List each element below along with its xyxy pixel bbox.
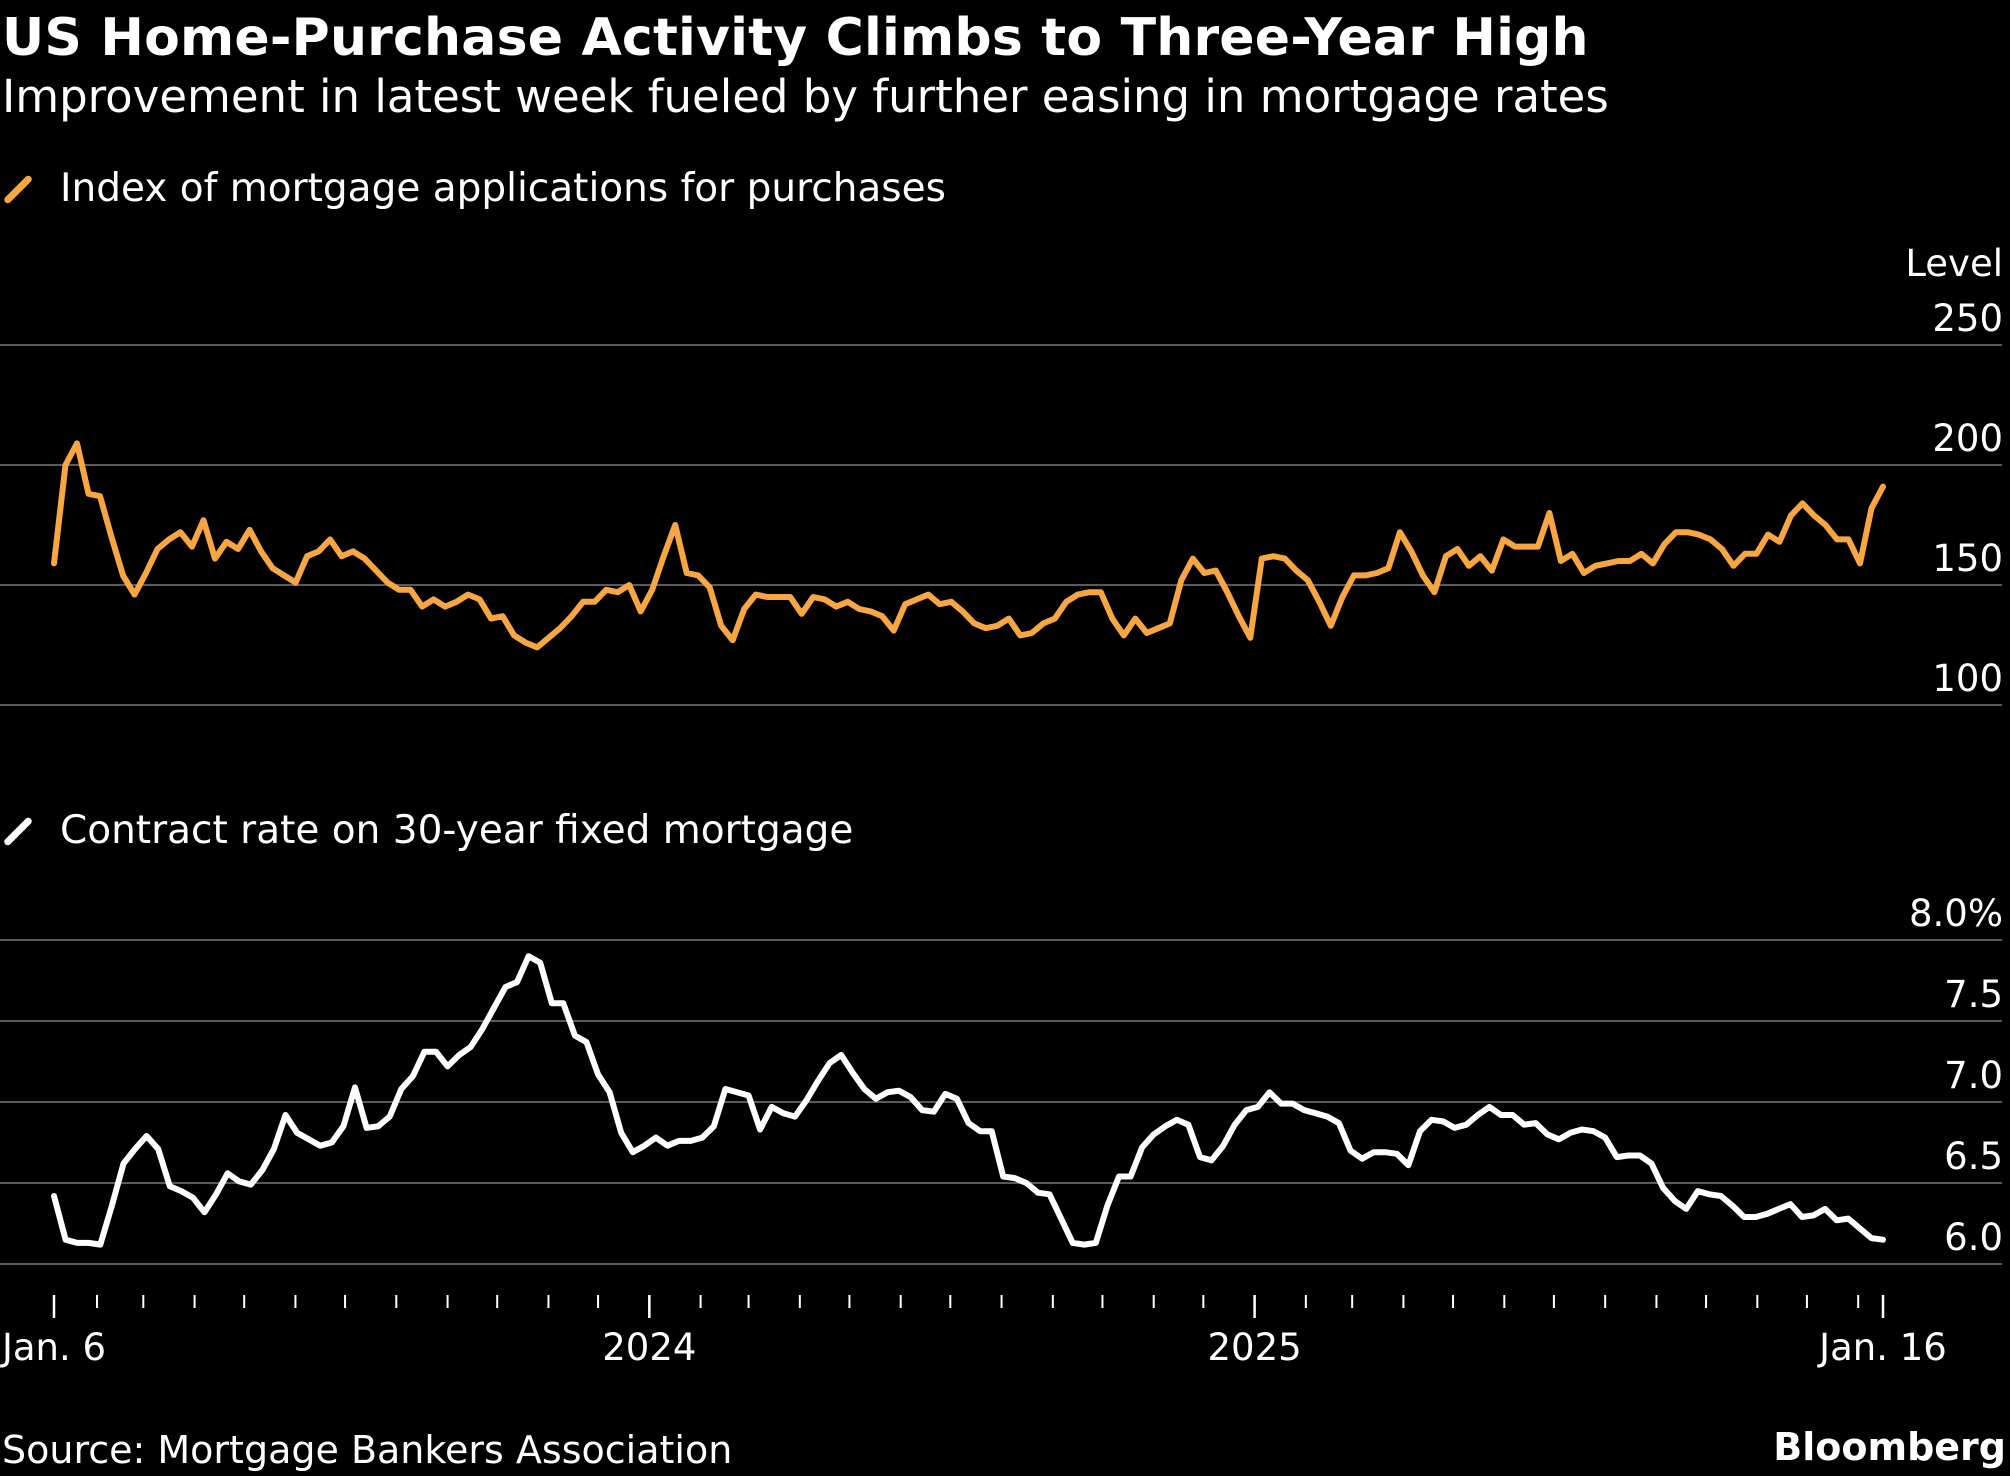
panel-contract-rate: 8.0% 7.5 7.0 6.5 6.0 xyxy=(0,892,2003,1265)
panel-purchase-index: 250 200 150 100 Level xyxy=(0,242,2003,706)
legend-label-contract-rate: Contract rate on 30-year fixed mortgage xyxy=(60,808,854,853)
source-note: Source: Mortgage Bankers Association xyxy=(2,1428,733,1472)
brand-logo: Bloomberg xyxy=(1773,1425,2006,1469)
legend-label-purchase-index: Index of mortgage applications for purch… xyxy=(60,166,946,211)
x-tick-label: Jan. 6 xyxy=(0,1326,106,1369)
chart-subtitle: Improvement in latest week fueled by fur… xyxy=(2,70,1609,123)
x-tick-label: 2024 xyxy=(602,1326,696,1369)
y-tick-label-contract-rate: 7.0 xyxy=(1944,1054,2003,1097)
y-tick-label-purchase-index: 150 xyxy=(1932,537,2003,580)
series-line-purchase-index xyxy=(51,440,1886,651)
y-unit-label-purchase-index: Level xyxy=(1905,242,2003,285)
legend-contract-rate: Contract rate on 30-year fixed mortgage xyxy=(2,808,853,853)
legend-purchase-index: Index of mortgage applications for purch… xyxy=(2,166,946,211)
y-tick-label-contract-rate: 7.5 xyxy=(1944,973,2003,1016)
y-tick-label-contract-rate: 8.0% xyxy=(1909,892,2003,935)
y-tick-label-purchase-index: 200 xyxy=(1932,417,2003,460)
y-tick-label-contract-rate: 6.0 xyxy=(1944,1216,2003,1259)
x-tick-label: 2025 xyxy=(1208,1326,1302,1369)
series-line-contract-rate xyxy=(51,953,1886,1248)
y-tick-label-purchase-index: 100 xyxy=(1932,657,2003,700)
x-tick-label: Jan. 16 xyxy=(1817,1326,1947,1369)
y-tick-label-purchase-index: 250 xyxy=(1932,297,2003,340)
chart-title: US Home-Purchase Activity Climbs to Thre… xyxy=(2,8,1589,68)
y-tick-label-contract-rate: 6.5 xyxy=(1944,1135,2003,1178)
x-axis: Jan. 6 2024 2025 Jan. 16 xyxy=(0,1295,1947,1369)
